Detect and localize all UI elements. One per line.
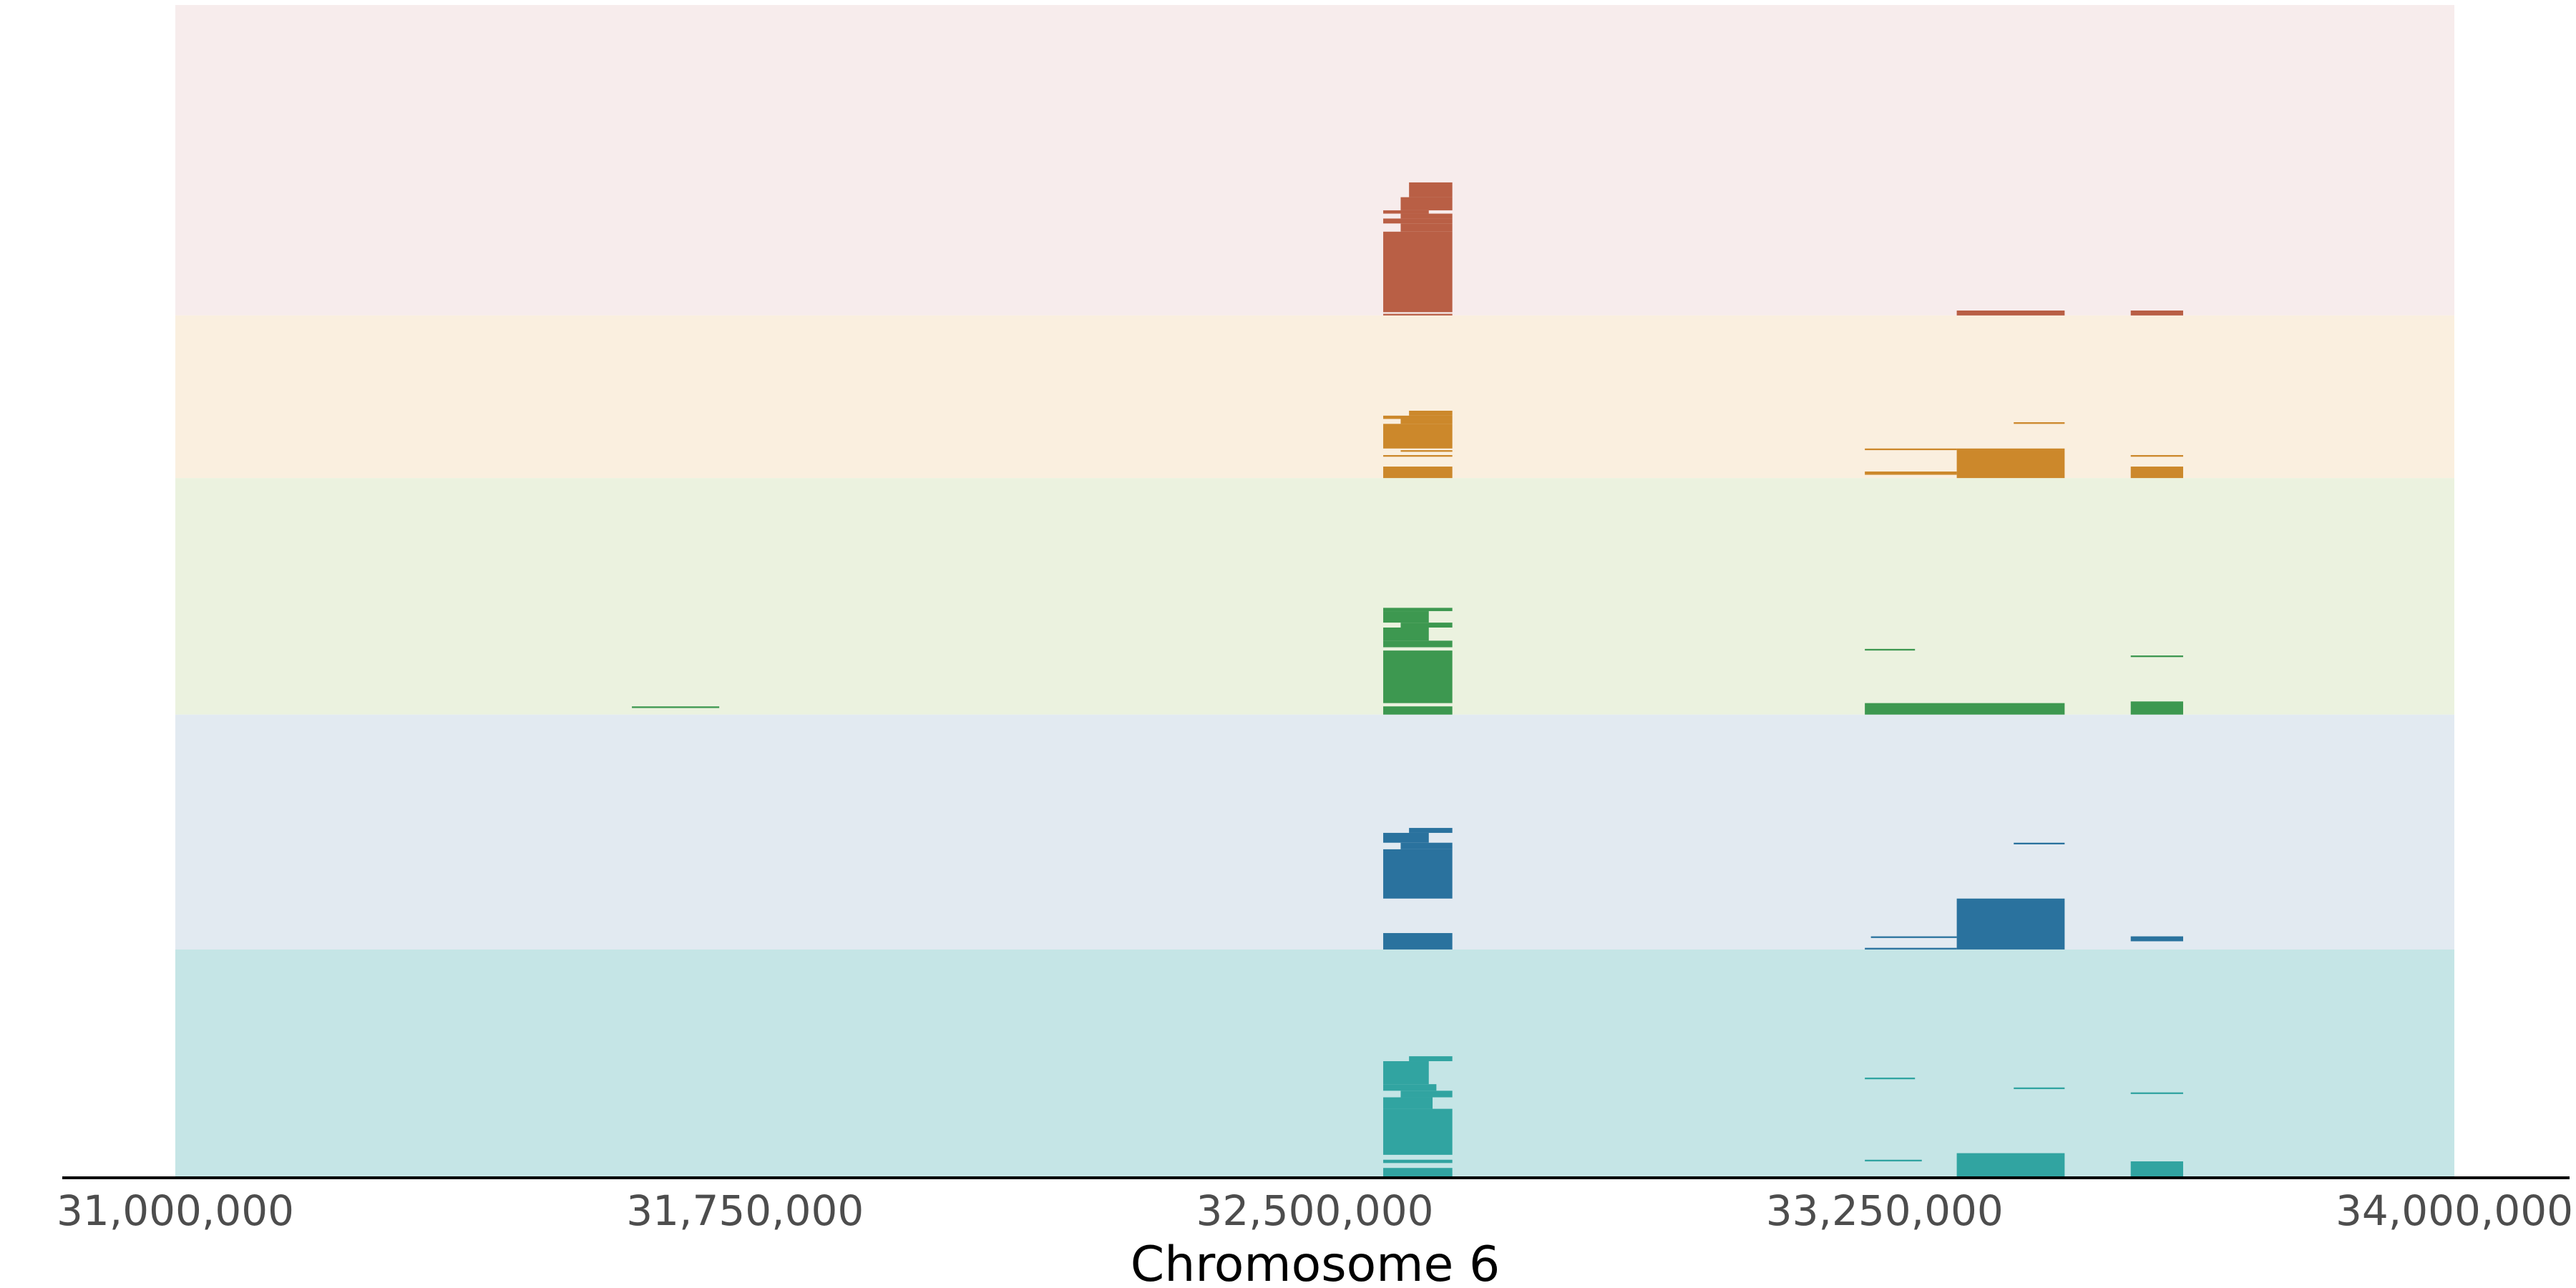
segment — [1865, 703, 2065, 715]
segment — [1383, 313, 1453, 316]
track-background-1 — [175, 5, 2454, 316]
segment — [1383, 467, 1453, 479]
segment — [2130, 701, 2183, 715]
segment — [1400, 842, 1453, 849]
segment — [1383, 706, 1453, 715]
track-background-4 — [175, 714, 2454, 950]
track-background-3 — [175, 478, 2454, 715]
segment — [2130, 310, 2183, 316]
segment — [1383, 1061, 1429, 1085]
segment — [1409, 182, 1453, 197]
segment — [1383, 415, 1453, 419]
segment — [2014, 842, 2065, 845]
segment — [1400, 223, 1453, 232]
segment — [1865, 648, 1916, 651]
segment — [1865, 448, 1957, 451]
x-tick-label: 32,500,000 — [1196, 1186, 1433, 1235]
segment — [1870, 936, 1957, 938]
segment — [1383, 849, 1453, 899]
segment — [1383, 628, 1429, 641]
segment — [1383, 832, 1429, 843]
segment — [1400, 213, 1453, 219]
track-background-5 — [175, 949, 2454, 1178]
segment — [1383, 932, 1453, 950]
segment — [1400, 1091, 1453, 1098]
segment — [1383, 1084, 1437, 1091]
segment — [1409, 410, 1453, 416]
segment — [1383, 1159, 1453, 1163]
segment — [1865, 471, 1957, 475]
segment — [1865, 947, 1957, 950]
segment — [1865, 1077, 1916, 1080]
x-tick-label: 34,000,000 — [2336, 1186, 2573, 1235]
segment — [1409, 1056, 1453, 1062]
segment — [2014, 422, 2065, 424]
segment — [632, 706, 720, 708]
segment — [1956, 310, 2065, 316]
segment — [1383, 640, 1453, 648]
segment — [1383, 608, 1453, 612]
segment — [1383, 218, 1453, 224]
segment — [1383, 231, 1453, 313]
segment — [2130, 655, 2183, 658]
segment — [1865, 1159, 1922, 1162]
x-tick-label: 33,250,000 — [1766, 1186, 2004, 1235]
x-axis-label: Chromosome 6 — [1131, 1236, 1500, 1288]
segment — [2130, 936, 2183, 942]
track-backgrounds — [175, 5, 2454, 1178]
segment — [1400, 197, 1453, 210]
segment — [2130, 1161, 2183, 1178]
segment — [2014, 1087, 2065, 1090]
segment — [1383, 454, 1453, 457]
segment — [1383, 210, 1429, 214]
segment — [1956, 448, 2065, 479]
segment — [1956, 898, 2065, 950]
segment — [1383, 424, 1453, 449]
track-background-2 — [175, 315, 2454, 479]
segment — [1383, 611, 1429, 623]
segment — [1383, 1168, 1453, 1178]
segment — [1383, 650, 1453, 703]
segment — [1383, 1097, 1433, 1109]
segment — [2130, 467, 2183, 479]
x-tick-label: 31,000,000 — [57, 1186, 294, 1235]
segment — [2130, 1092, 2183, 1094]
x-tick-label: 31,750,000 — [626, 1186, 864, 1235]
segment — [1400, 623, 1453, 628]
segment — [2130, 454, 2183, 457]
segment — [1400, 419, 1453, 424]
segment — [1956, 1153, 2065, 1178]
x-axis-ticks: 31,000,000 31,750,000 32,500,000 33,250,… — [57, 1186, 2573, 1235]
segments — [632, 182, 2183, 1178]
segment — [1409, 828, 1453, 833]
segment — [1383, 1108, 1453, 1155]
segment — [1400, 450, 1453, 452]
